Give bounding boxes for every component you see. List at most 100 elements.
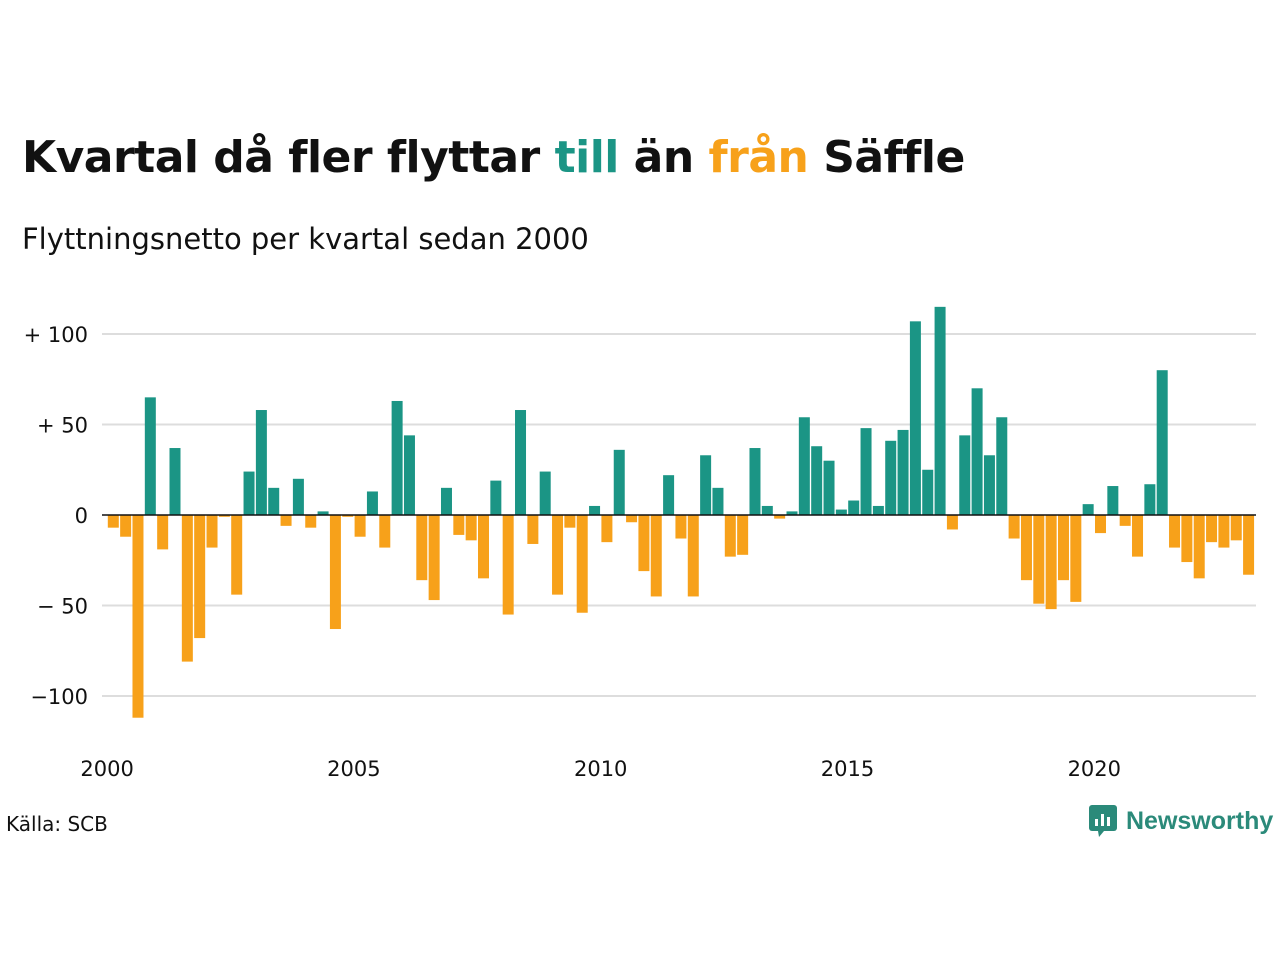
- bar: [638, 515, 650, 572]
- source-note: Källa: SCB: [6, 812, 108, 836]
- title-part-3: än: [618, 132, 709, 183]
- bar: [1119, 515, 1131, 526]
- bar: [872, 505, 884, 515]
- bar: [231, 515, 243, 595]
- y-tick-label: −100: [30, 685, 88, 709]
- brand-name: Newsworthy: [1126, 806, 1274, 835]
- bar: [971, 388, 983, 515]
- bar: [354, 515, 366, 537]
- bar: [626, 515, 638, 523]
- bar: [181, 515, 193, 662]
- title-part-5: Säffle: [808, 132, 965, 183]
- bar: [1156, 370, 1168, 515]
- bar: [1082, 504, 1094, 515]
- y-tick-label: 0: [75, 504, 88, 528]
- bar: [342, 515, 354, 517]
- bar: [897, 429, 909, 515]
- bar: [687, 515, 699, 597]
- bar: [169, 448, 181, 515]
- bar: [1008, 515, 1020, 539]
- bar: [144, 397, 156, 515]
- bar: [1045, 515, 1057, 610]
- y-tick-labels: + 100 + 50 0 − 50 −100: [24, 323, 88, 709]
- title-part-1: Kvartal då fler flyttar: [22, 132, 555, 183]
- x-tick-label: 2005: [327, 757, 380, 781]
- bar: [1169, 515, 1181, 548]
- title-fran: från: [708, 132, 809, 183]
- bar: [650, 515, 662, 597]
- bar: [823, 460, 835, 515]
- bar: [1057, 515, 1069, 581]
- bar: [885, 440, 897, 515]
- bar: [268, 487, 280, 515]
- bar: [465, 515, 477, 541]
- bar: [317, 511, 329, 515]
- bar: [1243, 515, 1255, 575]
- bar: [502, 515, 514, 615]
- bar: [1070, 515, 1082, 602]
- bar: [798, 417, 810, 515]
- bar: [552, 515, 564, 595]
- bar: [663, 475, 675, 515]
- bar: [613, 449, 625, 515]
- bar: [416, 515, 428, 581]
- bar: [379, 515, 391, 548]
- bar: [107, 515, 119, 528]
- bar: [1033, 515, 1045, 604]
- bar: [1206, 515, 1218, 543]
- chart-subtitle: Flyttningsnetto per kvartal sedan 2000: [22, 222, 589, 256]
- bar: [983, 455, 995, 515]
- bar: [157, 515, 169, 550]
- x-tick-label: 2000: [80, 757, 133, 781]
- bars: [107, 306, 1255, 718]
- bar: [515, 410, 527, 515]
- x-tick-label: 2010: [574, 757, 627, 781]
- bar: [1020, 515, 1032, 581]
- bar: [601, 515, 613, 543]
- bar: [391, 400, 403, 515]
- bar: [922, 469, 934, 515]
- bar: [909, 321, 921, 515]
- bar: [1193, 515, 1205, 579]
- x-tick-labels: 2000 2005 2010 2015 2020: [80, 757, 1121, 781]
- gridlines: [102, 333, 1256, 697]
- bar: [761, 505, 773, 515]
- y-tick-label: + 100: [24, 323, 88, 347]
- bar: [453, 515, 465, 535]
- bar: [1218, 515, 1230, 548]
- bar: [1095, 515, 1106, 534]
- x-tick-label: 2015: [821, 757, 874, 781]
- bar: [428, 515, 440, 601]
- bar: [1144, 484, 1156, 515]
- bar: [218, 515, 230, 517]
- bar: [120, 515, 132, 537]
- bar: [996, 417, 1008, 515]
- bar: [712, 487, 724, 515]
- y-tick-label: + 50: [37, 414, 88, 438]
- bar: [786, 511, 798, 515]
- bar: [366, 491, 378, 515]
- bar: [440, 487, 452, 515]
- bar: [305, 515, 317, 528]
- bar: [737, 515, 749, 555]
- bar: [749, 448, 761, 515]
- bar: [724, 515, 736, 557]
- bar: [811, 446, 823, 515]
- bar: [934, 306, 946, 515]
- bar: [206, 515, 218, 548]
- newsworthy-brand[interactable]: Newsworthy: [1088, 804, 1273, 838]
- bar: [1132, 515, 1144, 557]
- bar: [132, 515, 144, 718]
- bar: [700, 455, 712, 515]
- x-tick-label: 2020: [1068, 757, 1121, 781]
- bar: [490, 480, 502, 515]
- bar: [959, 435, 971, 515]
- bar: [848, 500, 860, 515]
- y-tick-label: − 50: [37, 595, 88, 619]
- bar: [1230, 515, 1242, 541]
- bar: [835, 509, 847, 515]
- newsworthy-logo-icon: [1089, 805, 1117, 837]
- bar: [675, 515, 687, 539]
- bar: [478, 515, 489, 579]
